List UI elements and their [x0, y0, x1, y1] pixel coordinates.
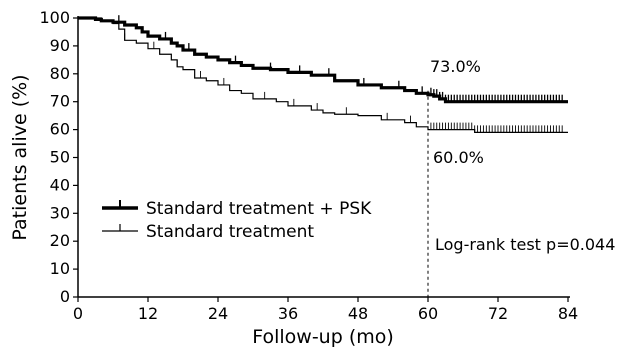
series-standard-curve	[78, 17, 568, 133]
upper-value-label: 73.0%	[430, 57, 481, 76]
x-axis-label: Follow-up (mo)	[252, 326, 394, 348]
x-tick-label: 36	[278, 304, 298, 323]
axes	[77, 16, 570, 298]
legend-label-psk: Standard treatment + PSK	[146, 199, 372, 219]
logrank-test-label: Log-rank test p=0.044	[435, 235, 615, 254]
x-tick-label: 0	[73, 304, 83, 323]
y-tick-label: 90	[50, 36, 70, 55]
lower-value-label: 60.0%	[433, 148, 484, 167]
y-axis-label: Patients alive (%)	[9, 74, 31, 240]
x-tick-label: 12	[138, 304, 158, 323]
y-tick-label: 60	[50, 120, 70, 139]
y-tick-label: 50	[50, 148, 70, 167]
series-psk-curve	[78, 16, 568, 104]
x-tick-label: 48	[348, 304, 368, 323]
y-ticks: 0 10 20 30 40 50 60 70 80 90 100	[39, 8, 78, 306]
y-tick-label: 40	[50, 175, 70, 194]
censor-marks	[118, 15, 563, 133]
x-tick-label: 72	[488, 304, 508, 323]
y-tick-label: 10	[50, 259, 70, 278]
x-tick-label: 84	[558, 304, 578, 323]
legend: Standard treatment + PSK Standard treatm…	[102, 199, 372, 242]
y-tick-label: 70	[50, 92, 70, 111]
series-layer	[78, 16, 568, 133]
legend-label-standard: Standard treatment	[146, 222, 314, 242]
y-tick-label: 30	[50, 203, 70, 222]
x-ticks: 0 12 24 36 48 60 72 84	[73, 297, 578, 323]
y-tick-label: 100	[39, 8, 70, 27]
x-tick-label: 60	[418, 304, 438, 323]
y-tick-label: 0	[60, 287, 70, 306]
y-tick-label: 20	[50, 231, 70, 250]
y-tick-label: 80	[50, 64, 70, 83]
x-tick-label: 24	[208, 304, 228, 323]
